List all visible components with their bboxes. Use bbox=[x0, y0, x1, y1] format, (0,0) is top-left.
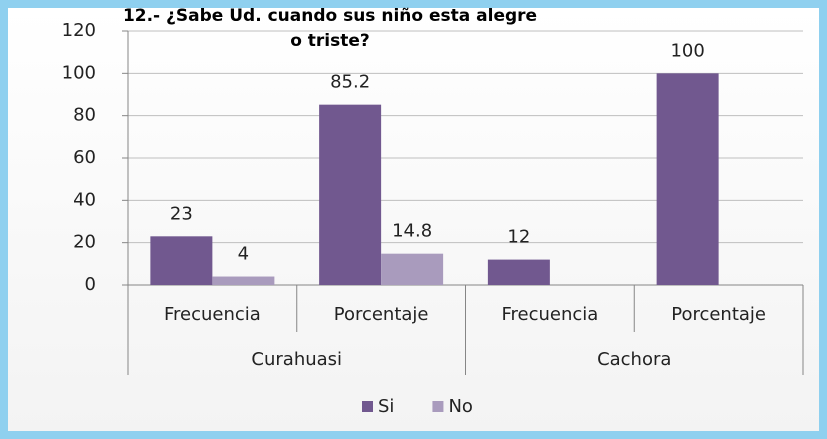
value-label: 23 bbox=[170, 203, 193, 224]
x-tick-label: Porcentaje bbox=[671, 304, 766, 325]
bar bbox=[150, 236, 213, 285]
bar bbox=[212, 276, 275, 285]
group-label: Curahuasi bbox=[251, 349, 342, 370]
x-tick-label: Frecuencia bbox=[164, 304, 261, 325]
value-label: 12 bbox=[507, 227, 530, 248]
y-tick-label: 60 bbox=[73, 147, 96, 168]
bar bbox=[319, 104, 382, 285]
value-label: 100 bbox=[670, 40, 704, 61]
bar bbox=[381, 253, 444, 285]
legend-label: No bbox=[448, 396, 472, 417]
y-tick-label: 120 bbox=[62, 20, 96, 41]
legend-swatch bbox=[432, 401, 444, 412]
x-tick-label: Porcentaje bbox=[334, 304, 429, 325]
chart-title: 12.- ¿Sabe Ud. cuando sus niño esta aleg… bbox=[122, 6, 538, 51]
value-label: 4 bbox=[238, 244, 249, 265]
group-label: Cachora bbox=[597, 349, 671, 370]
y-tick-label: 20 bbox=[73, 232, 96, 253]
value-label: 85.2 bbox=[330, 72, 370, 93]
legend-label: Si bbox=[378, 396, 394, 417]
x-tick-label: Frecuencia bbox=[501, 304, 598, 325]
bar bbox=[656, 73, 719, 285]
y-tick-label: 40 bbox=[73, 189, 96, 210]
y-tick-label: 80 bbox=[73, 105, 96, 126]
bar bbox=[487, 259, 550, 285]
value-label: 14.8 bbox=[392, 221, 432, 242]
y-tick-label: 0 bbox=[85, 274, 96, 295]
y-tick-label: 100 bbox=[62, 62, 96, 83]
legend-swatch bbox=[362, 401, 373, 412]
